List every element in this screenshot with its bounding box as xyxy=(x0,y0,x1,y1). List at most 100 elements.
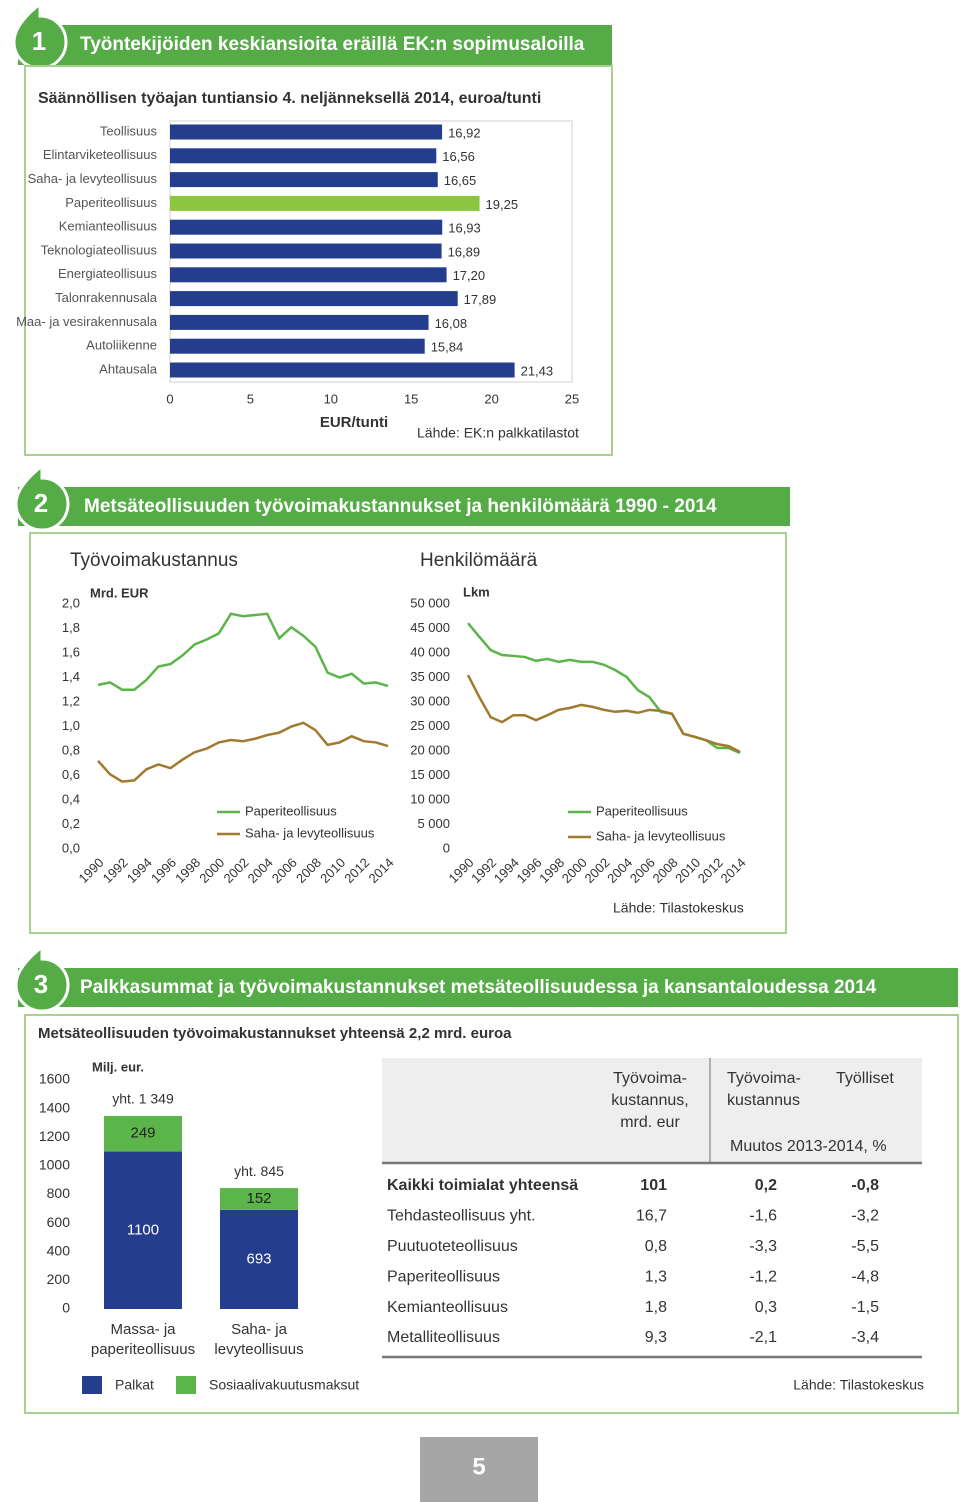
y-tick-label: 30 000 xyxy=(410,693,450,708)
legend-label: Paperiteollisuus xyxy=(245,803,337,818)
value-label: 16,56 xyxy=(442,149,475,164)
table-cell: -0,8 xyxy=(851,1177,879,1194)
y-tick-label: 0,6 xyxy=(62,767,80,782)
x-tick-label: 25 xyxy=(565,391,579,406)
table-cell: Kaikki toimialat yhteensä xyxy=(387,1177,578,1194)
axis-units: Lkm xyxy=(463,584,490,599)
table-cell: 0,8 xyxy=(645,1238,667,1255)
line xyxy=(97,721,389,783)
table-cell: -1,5 xyxy=(851,1299,879,1316)
bar xyxy=(170,243,442,259)
bar xyxy=(170,338,425,354)
section-title: Työntekijöiden keskiansioita eräillä EK:… xyxy=(80,34,585,55)
y-tick-label: 1,0 xyxy=(62,718,80,733)
y-tick-label: 0,8 xyxy=(62,742,80,757)
table-cell: 9,3 xyxy=(645,1329,667,1346)
section-leaf xyxy=(14,462,70,532)
section-number: 1 xyxy=(32,26,46,56)
table-subheader: Muutos 2013-2014, % xyxy=(730,1138,887,1155)
table-cell: -3,2 xyxy=(851,1208,879,1225)
x-tick-label: 1990 xyxy=(75,855,106,886)
value-label: 17,89 xyxy=(464,292,497,307)
x-tick-label: 10 xyxy=(324,391,338,406)
section-number: 2 xyxy=(34,488,48,518)
table-header: Työvoima-kustannus xyxy=(727,1070,801,1109)
y-tick-label: 15 000 xyxy=(410,767,450,782)
x-tick-label: 2008 xyxy=(293,855,324,886)
x-tick-label: 1992 xyxy=(100,855,131,886)
bar xyxy=(170,124,443,140)
axis-units: Mrd. EUR xyxy=(90,585,149,600)
bar xyxy=(170,267,447,283)
section-band xyxy=(18,968,958,1007)
x-tick-label: 15 xyxy=(404,391,418,406)
bar xyxy=(170,219,443,235)
section-box xyxy=(24,1014,959,1414)
value-label: 16,92 xyxy=(448,125,481,140)
bar-segment xyxy=(220,1188,298,1210)
value-label: 152 xyxy=(246,1190,271,1207)
axis-units: Milj. eur. xyxy=(92,1059,144,1074)
y-tick-label: 45 000 xyxy=(410,620,450,635)
legend-label: Sosiaalivakuutusmaksut xyxy=(209,1377,359,1393)
x-tick-label: 20 xyxy=(484,391,498,406)
y-tick-label: Autoliikenne xyxy=(86,338,157,353)
legend-swatch xyxy=(176,1376,196,1394)
y-tick-label: 1,6 xyxy=(62,644,80,659)
y-tick-label: Elintarviketeollisuus xyxy=(43,147,158,162)
y-tick-label: 1,8 xyxy=(62,620,80,635)
page-number: 5 xyxy=(472,1453,485,1480)
y-tick-label: Energiateollisuus xyxy=(58,266,158,281)
line xyxy=(467,622,741,755)
value-label: 16,65 xyxy=(444,173,477,188)
table-cell: -1,2 xyxy=(749,1268,777,1285)
y-tick-label: 20 000 xyxy=(410,742,450,757)
y-tick-label: 600 xyxy=(47,1214,71,1230)
y-tick-label: 25 000 xyxy=(410,718,450,733)
section-leaf xyxy=(14,943,70,1013)
y-tick-label: Saha- ja levyteollisuus xyxy=(28,171,158,186)
y-tick-label: Talonrakennusala xyxy=(55,290,158,305)
value-label: 16,93 xyxy=(448,221,481,236)
y-tick-label: 0,0 xyxy=(62,840,80,855)
table-header-bg xyxy=(382,1058,922,1163)
y-tick-label: Kemianteollisuus xyxy=(59,219,158,234)
x-tick-label: 0 xyxy=(166,391,173,406)
y-tick-label: 0 xyxy=(62,1300,70,1316)
bar xyxy=(170,314,429,330)
table-cell: Paperiteollisuus xyxy=(387,1268,500,1285)
y-tick-label: 0,2 xyxy=(62,816,80,831)
table-cell: -3,3 xyxy=(749,1238,777,1255)
table-cell: 16,7 xyxy=(636,1208,667,1225)
y-tick-label: 0,4 xyxy=(62,791,80,806)
y-tick-label: 1000 xyxy=(39,1157,70,1173)
x-tick-label: 1996 xyxy=(148,855,179,886)
section-band xyxy=(18,487,790,526)
section-title: Metsäteollisuuden työvoimakustannukset j… xyxy=(84,496,717,517)
y-tick-label: 200 xyxy=(47,1271,71,1287)
total-label: yht. 845 xyxy=(234,1163,284,1179)
legend-label: Palkat xyxy=(115,1377,154,1393)
y-tick-label: 10 000 xyxy=(410,791,450,806)
y-tick-label: 1,2 xyxy=(62,693,80,708)
y-tick-label: 0 xyxy=(443,840,450,855)
y-tick-label: Teollisuus xyxy=(100,123,158,138)
x-axis-label: EUR/tunti xyxy=(320,414,388,431)
y-tick-label: 2,0 xyxy=(62,595,80,610)
table-cell: -2,1 xyxy=(749,1329,777,1346)
value-label: 21,43 xyxy=(521,363,554,378)
legend-swatch xyxy=(82,1376,102,1394)
y-tick-label: 50 000 xyxy=(410,595,450,610)
table-header: Työlliset xyxy=(836,1070,894,1087)
x-tick-label: 1998 xyxy=(172,855,203,886)
value-label: 1100 xyxy=(127,1221,159,1238)
section-band xyxy=(18,25,612,65)
y-tick-label: 1,4 xyxy=(62,669,80,684)
bar xyxy=(170,291,458,307)
section-box xyxy=(24,65,613,456)
value-label: 16,08 xyxy=(435,316,468,331)
table-cell: -3,4 xyxy=(851,1329,879,1346)
bar xyxy=(170,148,437,164)
table-cell: Kemianteollisuus xyxy=(387,1299,508,1316)
